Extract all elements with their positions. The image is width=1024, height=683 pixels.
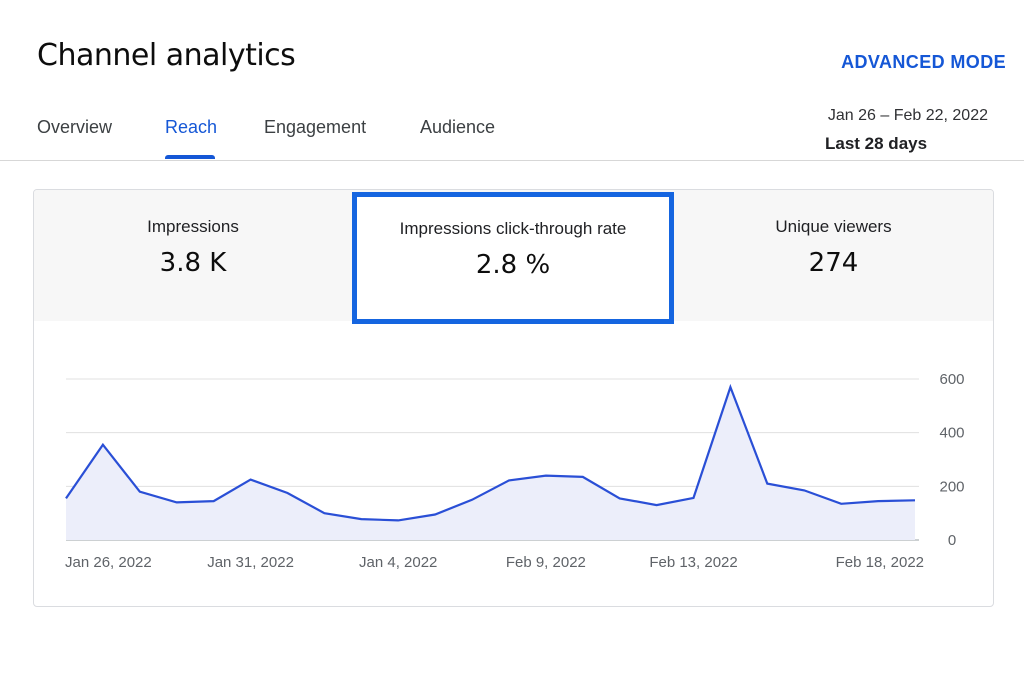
tabs-divider — [0, 160, 1024, 161]
metric-value: 2.8 % — [475, 250, 551, 280]
page-title: Channel analytics — [37, 38, 296, 73]
tab-engagement[interactable]: Engagement — [264, 117, 367, 137]
metric-value: 3.8 K — [159, 248, 227, 278]
series-line — [65, 383, 916, 522]
y-tick-label: 600 — [939, 371, 964, 388]
x-tick-label: Jan 31, 2022 — [207, 554, 294, 571]
advanced-mode-button[interactable]: ADVANCED MODE — [841, 52, 1006, 72]
tab-overview[interactable]: Overview — [37, 117, 113, 137]
tab-reach[interactable]: Reach — [165, 117, 218, 137]
analytics-card: Impressions 3.8 K Impressions click-thro… — [33, 189, 994, 607]
tab-audience[interactable]: Audience — [420, 117, 496, 137]
date-range-label: Jan 26 – Feb 22, 2022 — [827, 107, 988, 124]
x-tick-label: Feb 9, 2022 — [506, 554, 586, 571]
y-tick-label: 400 — [939, 425, 964, 442]
y-tick-label: 0 — [948, 532, 956, 549]
x-tick-label: Jan 26, 2022 — [65, 554, 152, 571]
x-tick-label: Jan 4, 2022 — [359, 554, 437, 571]
metric-unique-viewers[interactable]: Unique viewers 274 — [674, 190, 993, 321]
y-tick-label: 200 — [939, 478, 964, 495]
date-period-selector[interactable]: Last 28 days — [825, 134, 928, 153]
metric-label: Unique viewers — [775, 217, 892, 236]
active-tab-indicator — [165, 155, 215, 159]
x-tick-label: Feb 18, 2022 — [836, 554, 924, 571]
x-tick-label: Feb 13, 2022 — [649, 554, 737, 571]
line-chart: 0 200 400 600 Jan 26, 2022 Jan 31, 2022 Jan 4,… — [65, 371, 965, 571]
metric-ctr[interactable]: Impressions click-through rate 2.8 % — [352, 192, 674, 324]
metric-impressions[interactable]: Impressions 3.8 K — [34, 190, 352, 321]
metric-value: 274 — [808, 248, 859, 278]
metric-label: Impressions click-through rate — [399, 219, 627, 238]
metric-label: Impressions — [147, 217, 239, 236]
area-fill — [66, 387, 915, 540]
